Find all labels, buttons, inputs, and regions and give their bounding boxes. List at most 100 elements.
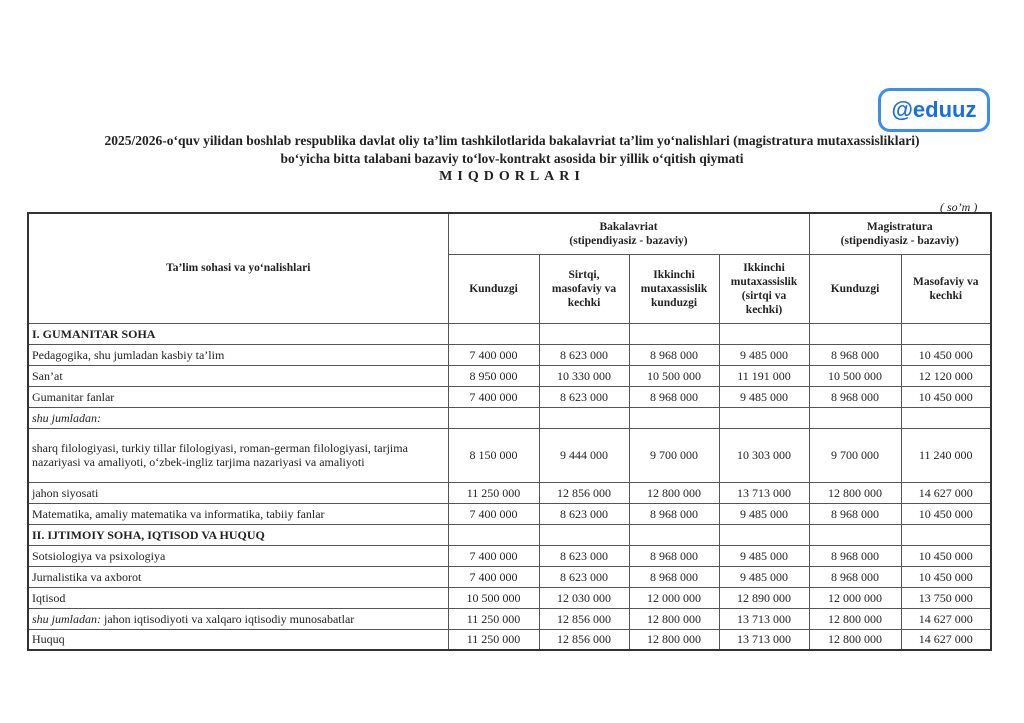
fee-cell: 12 030 000 — [538, 586, 630, 609]
table-row: Jurnalistika va axborot 7 400 000 8 623 00… — [27, 565, 992, 588]
fee-cell: 10 500 000 — [808, 364, 902, 387]
fee-cell: 10 500 000 — [447, 586, 540, 609]
fee-cell — [718, 406, 810, 429]
fee-cell: 12 856 000 — [538, 481, 630, 504]
row-label: San’at — [27, 364, 449, 387]
fee-cell: 13 713 000 — [718, 628, 810, 651]
fee-cell: 7 400 000 — [447, 385, 540, 408]
fee-cell: 8 623 000 — [538, 343, 630, 366]
row-label-text: Gumanitar fanlar — [32, 389, 115, 404]
fee-cell — [808, 322, 902, 345]
row-label-text: Huquq — [32, 632, 65, 647]
fee-cell: 13 750 000 — [900, 586, 992, 609]
header-col: Masofaviy va kechki — [900, 253, 992, 324]
table-row: San’at 8 950 000 10 330 000 10 500 000 11 19… — [27, 364, 992, 387]
row-label-text: I. GUMANITAR SOHA — [32, 326, 156, 341]
fee-cell — [808, 523, 902, 546]
fee-cell — [718, 523, 810, 546]
fee-cell — [900, 406, 992, 429]
fee-cell — [808, 406, 902, 429]
table-row: II. IJTIMOIY SOHA, IQTISOD VA HUQUQ — [27, 523, 992, 546]
title-line-1: 2025/2026-o‘quv yilidan boshlab respubli… — [104, 133, 920, 148]
fee-cell: 11 250 000 — [447, 481, 540, 504]
fee-cell: 14 627 000 — [900, 481, 992, 504]
fee-cell: 10 450 000 — [900, 544, 992, 567]
header-col: Ikkinchi mutaxassislik kunduzgi — [628, 253, 720, 324]
fee-cell — [447, 406, 540, 429]
currency-unit: ( so’m ) — [940, 200, 978, 214]
header-bak-title: Bakalavriat — [599, 220, 658, 233]
fee-cell: 12 800 000 — [808, 481, 902, 504]
title-line-3: MIQDORLARI — [439, 169, 585, 184]
fee-cell: 12 890 000 — [718, 586, 810, 609]
header-mag-title: Magistratura — [866, 220, 933, 233]
fee-cell — [628, 523, 720, 546]
fee-cell — [900, 523, 992, 546]
fee-cell: 7 400 000 — [447, 502, 540, 525]
table-row: Matematika, amaliy matematika va informa… — [27, 502, 992, 525]
fee-cell: 13 713 000 — [718, 481, 810, 504]
table-row: jahon siyosati 11 250 000 12 856 000 12 800… — [27, 481, 992, 504]
row-label-text: Jurnalistika va axborot — [32, 569, 142, 584]
row-label-text: San’at — [32, 368, 63, 383]
fee-cell: 8 968 000 — [808, 544, 902, 567]
row-label: II. IJTIMOIY SOHA, IQTISOD VA HUQUQ — [27, 523, 449, 546]
fee-cell: 8 950 000 — [447, 364, 540, 387]
fee-cell: 12 856 000 — [538, 628, 630, 651]
fee-cell: 8 623 000 — [538, 565, 630, 588]
row-label-text: Iqtisod — [32, 590, 66, 605]
table-row: I. GUMANITAR SOHA — [27, 322, 992, 345]
table-row: Iqtisod 10 500 000 12 030 000 12 000 000 12 … — [27, 586, 992, 609]
fee-cell: 12 000 000 — [628, 586, 720, 609]
row-label: shu jumladan: — [27, 406, 449, 429]
fee-cell: 8 968 000 — [808, 502, 902, 525]
row-label-text: sharq filologiyasi, turkiy tillar filolo… — [32, 441, 408, 469]
fee-cell: 12 856 000 — [538, 607, 630, 630]
fee-cell: 9 485 000 — [718, 343, 810, 366]
fee-cell: 11 250 000 — [447, 628, 540, 651]
row-label-text: jahon siyosati — [32, 485, 99, 500]
fee-cell — [538, 523, 630, 546]
header-mag-sub: (stipendiyasiz - bazaviy) — [840, 234, 959, 247]
row-label-text: shu jumladan: — [32, 410, 101, 425]
fee-cell: 10 500 000 — [628, 364, 720, 387]
fee-cell: 10 450 000 — [900, 385, 992, 408]
fee-cell: 11 240 000 — [900, 427, 992, 483]
fee-cell: 10 330 000 — [538, 364, 630, 387]
fee-cell: 8 968 000 — [628, 343, 720, 366]
fee-cell: 7 400 000 — [447, 565, 540, 588]
table-row: Gumanitar fanlar 7 400 000 8 623 000 8 968 … — [27, 385, 992, 408]
row-label: Jurnalistika va axborot — [27, 565, 449, 588]
fee-cell: 9 485 000 — [718, 565, 810, 588]
fee-cell: 9 485 000 — [718, 502, 810, 525]
table-row: Huquq 11 250 000 12 856 000 12 800 000 13 71… — [27, 628, 992, 651]
fee-cell: 9 485 000 — [718, 385, 810, 408]
row-label: Iqtisod — [27, 586, 449, 609]
fee-cell: 10 303 000 — [718, 427, 810, 483]
fee-cell — [900, 322, 992, 345]
fee-cell: 8 968 000 — [808, 565, 902, 588]
fee-cell: 9 444 000 — [538, 427, 630, 483]
row-label: jahon siyosati — [27, 481, 449, 504]
row-label: Huquq — [27, 628, 449, 651]
fee-cell: 12 800 000 — [628, 481, 720, 504]
row-label: shu jumladan: jahon iqtisodiyoti va xalq… — [27, 607, 449, 630]
fee-cell: 8 623 000 — [538, 502, 630, 525]
fee-cell — [447, 322, 540, 345]
fee-cell — [538, 322, 630, 345]
header-magistratura: Magistratura (stipendiyasiz - bazaviy) — [808, 212, 992, 255]
fee-cell: 9 700 000 — [808, 427, 902, 483]
fee-cell — [447, 523, 540, 546]
row-label: Sotsiologiya va psixologiya — [27, 544, 449, 567]
fee-cell: 12 000 000 — [808, 586, 902, 609]
fee-cell: 14 627 000 — [900, 607, 992, 630]
fee-cell: 8 150 000 — [447, 427, 540, 483]
row-label: Matematika, amaliy matematika va informa… — [27, 502, 449, 525]
fee-cell: 8 968 000 — [628, 544, 720, 567]
fee-cell: 7 400 000 — [447, 544, 540, 567]
table-row: sharq filologiyasi, turkiy tillar filolo… — [27, 427, 992, 483]
fee-cell: 12 800 000 — [628, 607, 720, 630]
fee-cell — [628, 406, 720, 429]
fee-cell: 14 627 000 — [900, 628, 992, 651]
fee-cell: 8 968 000 — [628, 502, 720, 525]
